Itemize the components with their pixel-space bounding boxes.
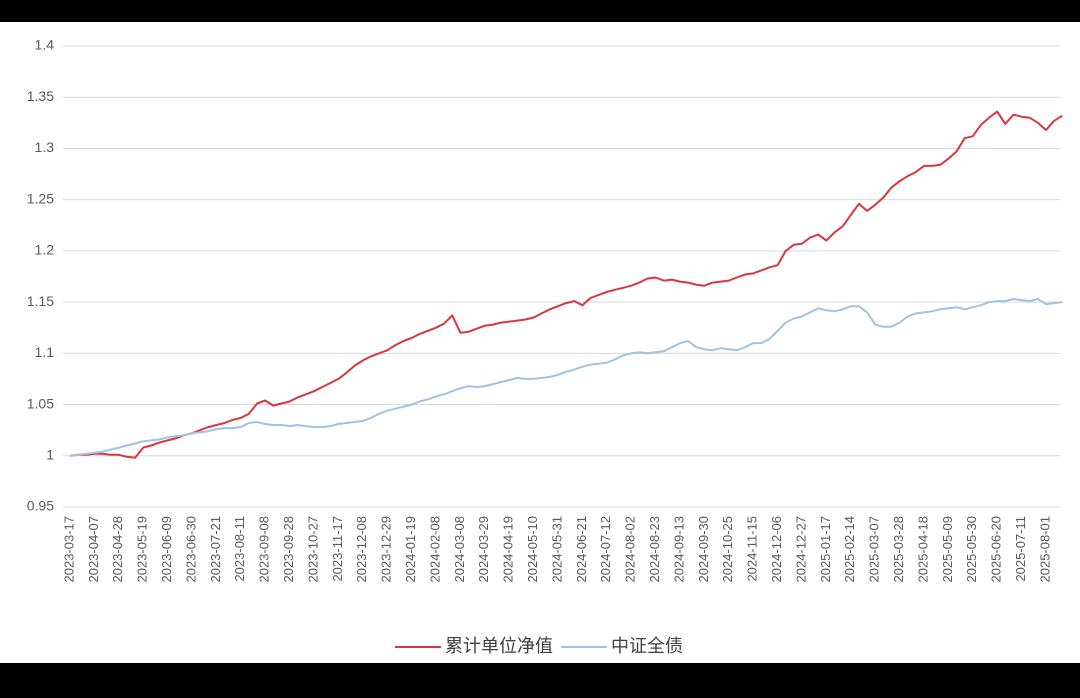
x-tick-label: 2025-08-01 bbox=[1037, 516, 1052, 583]
x-tick-label: 2024-03-29 bbox=[476, 516, 491, 583]
y-tick-label: 1.2 bbox=[35, 242, 55, 258]
legend-label: 中证全债 bbox=[611, 636, 683, 656]
x-tick-label: 2024-02-08 bbox=[427, 516, 442, 583]
x-tick-label: 2023-03-17 bbox=[61, 516, 76, 583]
x-tick-label: 2023-09-28 bbox=[281, 516, 296, 583]
x-tick-label: 2024-03-08 bbox=[452, 516, 467, 583]
y-tick-label: 0.95 bbox=[27, 498, 54, 514]
x-tick-label: 2023-09-08 bbox=[257, 516, 272, 583]
x-tick-label: 2024-05-31 bbox=[549, 516, 564, 583]
y-tick-label: 1.25 bbox=[27, 190, 54, 206]
x-tick-label: 2025-06-20 bbox=[989, 516, 1004, 583]
x-tick-label: 2025-07-11 bbox=[1013, 516, 1028, 582]
y-tick-label: 1.4 bbox=[35, 37, 55, 53]
y-tick-label: 1 bbox=[46, 446, 54, 462]
x-tick-label: 2025-03-28 bbox=[891, 516, 906, 583]
x-tick-label: 2024-11-15 bbox=[745, 516, 760, 582]
x-tick-label: 2024-01-19 bbox=[403, 516, 418, 583]
x-tick-label: 2024-10-25 bbox=[720, 516, 735, 583]
legend-label: 累计单位净值 bbox=[445, 636, 553, 656]
y-tick-label: 1.05 bbox=[27, 395, 54, 411]
x-tick-label: 2025-05-30 bbox=[964, 516, 979, 583]
x-tick-label: 2024-08-02 bbox=[623, 516, 638, 583]
y-tick-label: 1.35 bbox=[27, 88, 54, 104]
x-tick-label: 2023-06-09 bbox=[159, 516, 174, 583]
x-tick-label: 2023-04-07 bbox=[86, 516, 101, 583]
x-tick-label: 2024-09-13 bbox=[671, 516, 686, 583]
x-tick-label: 2024-06-21 bbox=[574, 516, 589, 583]
y-tick-label: 1.1 bbox=[35, 344, 55, 360]
x-tick-label: 2023-06-30 bbox=[183, 516, 198, 583]
x-tick-label: 2023-12-29 bbox=[379, 516, 394, 583]
x-tick-label: 2024-08-23 bbox=[647, 516, 662, 583]
y-tick-label: 1.3 bbox=[35, 139, 55, 155]
x-tick-label: 2024-07-12 bbox=[598, 516, 613, 583]
x-tick-label: 2025-01-17 bbox=[818, 516, 833, 583]
x-tick-label: 2025-03-07 bbox=[867, 516, 882, 583]
x-tick-label: 2024-04-19 bbox=[501, 516, 516, 583]
x-tick-label: 2023-04-28 bbox=[110, 516, 125, 583]
x-tick-label: 2025-04-18 bbox=[915, 516, 930, 583]
series-line bbox=[69, 110, 1063, 459]
x-tick-label: 2025-02-14 bbox=[842, 516, 857, 583]
x-tick-label: 2024-12-27 bbox=[793, 516, 808, 583]
x-tick-label: 2025-05-09 bbox=[940, 516, 955, 583]
series-line bbox=[69, 298, 1063, 457]
x-tick-label: 2023-12-08 bbox=[354, 516, 369, 583]
y-tick-label: 1.15 bbox=[27, 293, 54, 309]
x-tick-label: 2024-05-10 bbox=[525, 516, 540, 583]
x-tick-label: 2023-08-11 bbox=[232, 516, 247, 582]
x-tick-label: 2023-10-27 bbox=[305, 516, 320, 583]
x-tick-label: 2023-07-21 bbox=[208, 516, 223, 583]
x-tick-label: 2023-11-17 bbox=[330, 516, 345, 582]
chart-area bbox=[0, 22, 1080, 663]
x-tick-label: 2023-05-19 bbox=[135, 516, 150, 583]
x-tick-label: 2024-09-30 bbox=[696, 516, 711, 583]
x-tick-label: 2024-12-06 bbox=[769, 516, 784, 583]
